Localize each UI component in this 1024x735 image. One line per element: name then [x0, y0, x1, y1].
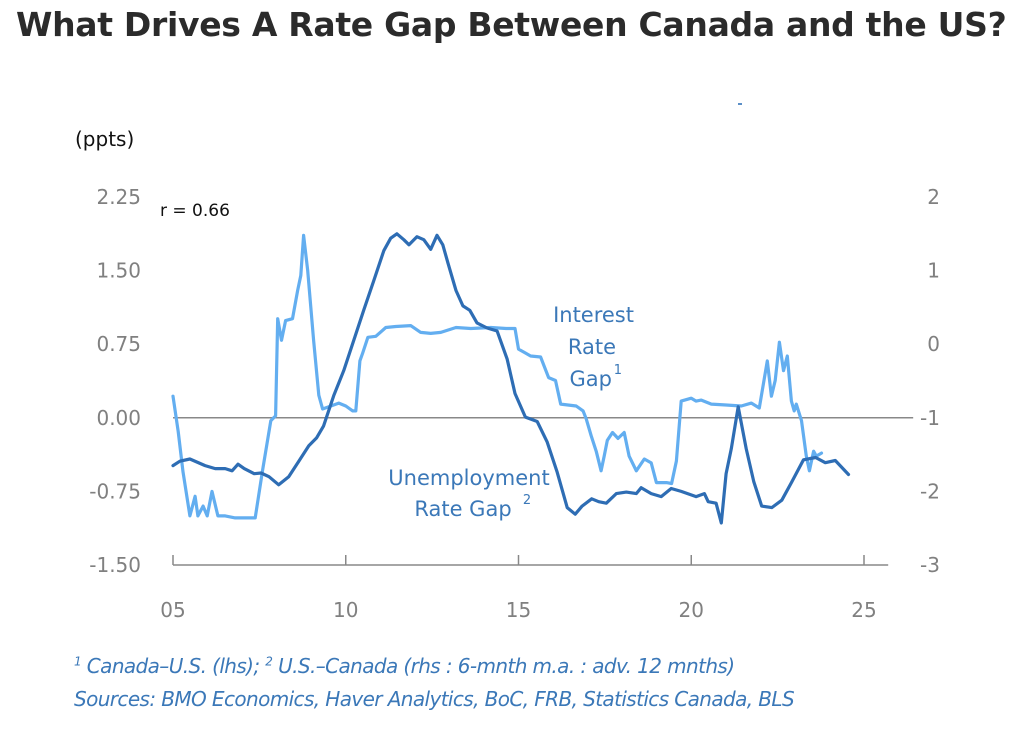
unemployment-rate-gap-line [171, 232, 851, 525]
footnote-definitions: 1 Canada–U.S. (lhs); 2 U.S.–Canada (rhs … [74, 654, 1014, 678]
series-group [171, 232, 851, 525]
left-y-tick-label: 2.25 [96, 185, 141, 209]
right-y-tick-label: -3 [920, 553, 940, 577]
x-tick-label: 25 [851, 598, 876, 622]
left-y-tick-label: -1.50 [89, 553, 141, 577]
right-y-tick-label: -2 [920, 479, 940, 503]
correlation-annotation: r = 0.66 [160, 201, 230, 221]
right-y-axis: 2 1 0 -1 -2 -3 [920, 185, 940, 577]
right-y-tick-label: 0 [927, 332, 940, 356]
footnote-sup-1: 1 [74, 654, 82, 669]
x-tick-label: 20 [679, 598, 704, 622]
right-y-tick-label: 1 [927, 259, 940, 283]
unemployment-rate-gap-label-line: Rate Gap [414, 497, 511, 521]
unemployment-rate-gap-label-line: Unemployment [388, 466, 549, 490]
left-y-tick-label: 0.00 [96, 406, 141, 430]
page-title: What Drives A Rate Gap Between Canada an… [16, 5, 1007, 44]
y-axis-unit-label: (ppts) [75, 127, 134, 151]
interest-rate-gap-line [171, 233, 824, 520]
right-y-tick-label: 2 [927, 185, 940, 209]
unemployment-rate-gap-label: Unemployment Rate Gap 2 [388, 466, 549, 521]
left-y-axis: 2.25 1.50 0.75 0.00 -0.75 -1.50 [89, 185, 141, 577]
left-y-tick-label: 1.50 [96, 259, 141, 283]
interest-rate-gap-label: Interest Rate Gap 1 [553, 303, 634, 391]
footnote-sup-2: 2 [265, 654, 273, 669]
interest-rate-gap-label-line: Rate [568, 335, 616, 359]
x-tick-label: 05 [160, 598, 185, 622]
right-y-tick-label: -1 [920, 406, 940, 430]
left-y-tick-label: -0.75 [89, 479, 141, 503]
unemployment-rate-gap-label-sup: 2 [523, 493, 531, 508]
footnote-text-1: Canada–U.S. (lhs); [81, 654, 266, 678]
footnote-sources: Sources: BMO Economics, Haver Analytics,… [74, 687, 795, 711]
x-tick-label: 15 [506, 598, 531, 622]
x-axis: 05 10 15 20 25 [160, 555, 889, 622]
x-tick-label: 10 [333, 598, 358, 622]
left-y-tick-label: 0.75 [96, 332, 141, 356]
interest-rate-gap-label-line: Interest [553, 303, 634, 327]
stray-mark [738, 103, 742, 105]
interest-rate-gap-label-sup: 1 [614, 363, 622, 378]
interest-rate-gap-label-line: Gap [570, 367, 612, 391]
footnote-text-2: U.S.–Canada (rhs : 6-mnth m.a. : adv. 12… [272, 654, 735, 678]
